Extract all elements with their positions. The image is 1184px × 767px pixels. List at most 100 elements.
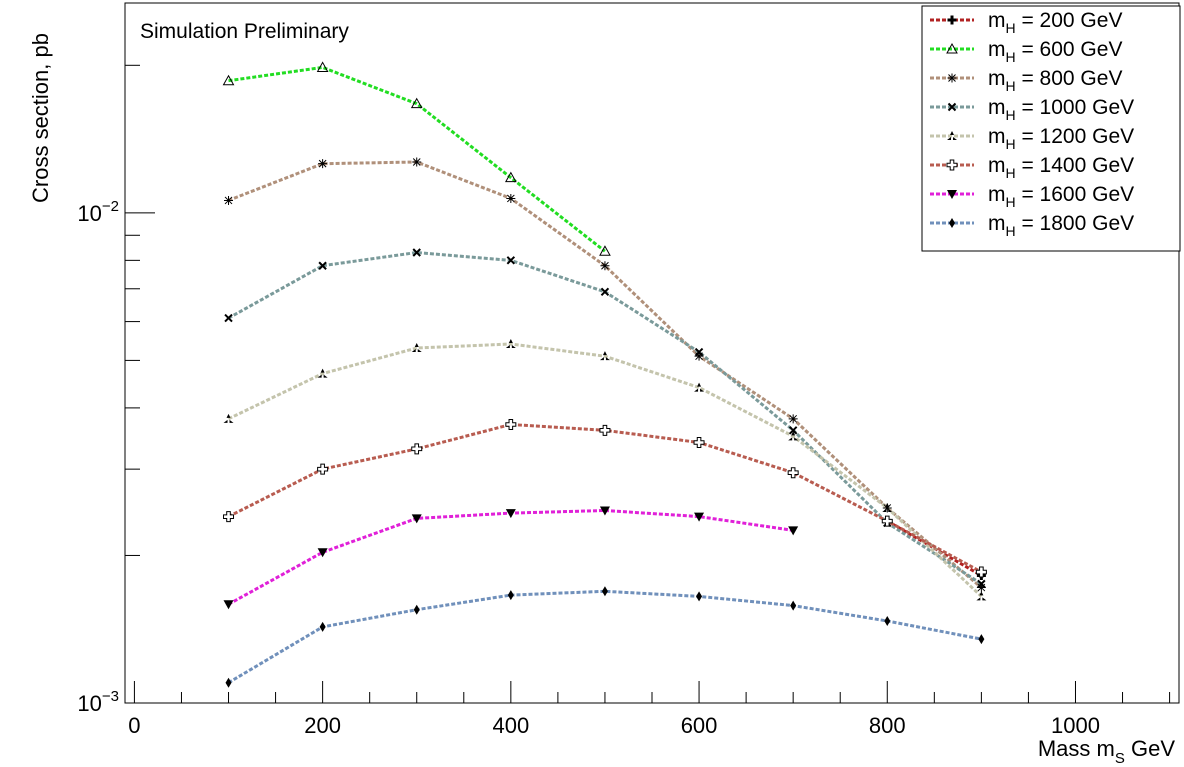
- legend-label-6: mH = 1400 GeV: [988, 154, 1134, 181]
- legend-entry-5: mH = 1200 GeV: [930, 125, 1134, 152]
- data-point-s7-3: [411, 514, 422, 524]
- data-point-s4-9: [977, 579, 986, 589]
- data-point-s5-5: [599, 351, 610, 361]
- data-point-s5-1: [223, 413, 234, 423]
- data-point-s8-4: [507, 590, 514, 601]
- x-tick-label-1000: 1000: [1051, 713, 1100, 738]
- data-point-s2-4: [504, 171, 517, 183]
- data-point-s3-7: [788, 414, 798, 424]
- legend-marker-6: [946, 159, 958, 171]
- data-point-s6-6: [693, 436, 705, 448]
- data-point-s6-1: [223, 511, 235, 523]
- legend-label-7: mH = 1600 GeV: [988, 183, 1134, 210]
- legend-label-1: mH = 200 GeV: [988, 9, 1122, 36]
- legend-entry-1: mH = 200 GeV: [930, 9, 1122, 36]
- data-point-s3-1: [224, 195, 234, 205]
- data-point-s3-8: [882, 503, 892, 513]
- data-point-s5-3: [411, 342, 422, 352]
- data-point-s4-7: [788, 426, 798, 435]
- legend-marker-8: [949, 218, 955, 228]
- data-point-s8-2: [319, 621, 326, 632]
- legend-entry-2: mH = 600 GeV: [930, 38, 1122, 65]
- data-point-s4-1: [224, 313, 233, 323]
- data-point-s3-3: [412, 157, 422, 167]
- data-point-s5-8: [882, 502, 893, 512]
- legend-label-4: mH = 1000 GeV: [988, 96, 1134, 123]
- series-line-4: [227, 250, 983, 586]
- series-line-5: [227, 342, 983, 598]
- legend-label-8: mH = 1800 GeV: [988, 212, 1134, 239]
- series-line-6: [227, 422, 983, 574]
- legend-entry-6: mH = 1400 GeV: [930, 154, 1134, 181]
- data-point-s6-5: [599, 424, 611, 436]
- series-line-8: [227, 589, 982, 684]
- data-point-s7-5: [599, 506, 610, 516]
- legend-entry-3: mH = 800 GeV: [930, 67, 1122, 94]
- data-point-s4-2: [318, 261, 327, 270]
- data-point-s4-3: [412, 248, 421, 257]
- data-point-s8-5: [601, 586, 608, 597]
- data-point-s8-8: [884, 615, 891, 626]
- y-tick-label-1: 10−2: [77, 198, 119, 226]
- data-point-s8-7: [790, 600, 797, 611]
- series-line-3: [227, 160, 983, 589]
- legend-entry-8: mH = 1800 GeV: [930, 212, 1134, 239]
- y-axis-label: Cross section, pb: [28, 33, 53, 203]
- legend-marker-4: [947, 102, 957, 112]
- data-point-s7-4: [505, 509, 516, 519]
- legend-entry-4: mH = 1000 GeV: [930, 96, 1134, 123]
- data-point-s4-6: [694, 347, 704, 357]
- data-point-s8-9: [978, 634, 985, 645]
- legend-marker-5: [947, 131, 957, 140]
- x-tick-label-600: 600: [681, 713, 718, 738]
- legend-label-5: mH = 1200 GeV: [988, 125, 1134, 152]
- data-point-s5-9: [976, 591, 987, 601]
- data-point-s3-4: [506, 193, 516, 203]
- data-point-s4-5: [600, 287, 610, 297]
- data-point-s7-6: [694, 512, 705, 522]
- data-point-s2-1: [222, 74, 235, 86]
- data-point-s8-6: [696, 591, 703, 602]
- x-tick-label-200: 200: [304, 713, 341, 738]
- data-point-s6-7: [787, 467, 799, 479]
- data-point-s3-2: [318, 159, 328, 169]
- data-point-s2-2: [316, 61, 329, 72]
- data-point-s5-2: [317, 368, 328, 378]
- data-point-s3-9: [976, 583, 986, 593]
- data-point-s6-9: [975, 566, 987, 578]
- data-point-s7-1: [223, 600, 234, 610]
- data-point-s6-2: [317, 463, 329, 475]
- x-tick-label-400: 400: [492, 713, 529, 738]
- legend-marker-2: [946, 42, 958, 54]
- data-point-s3-5: [600, 261, 610, 271]
- series-line-2: [228, 65, 606, 253]
- legend-label-2: mH = 600 GeV: [988, 38, 1122, 65]
- y-tick-label-2: 10−3: [77, 688, 119, 716]
- data-point-s6-4: [505, 418, 517, 430]
- data-point-s8-3: [413, 604, 420, 615]
- legend-marker-7: [947, 190, 957, 199]
- x-axis-label: Mass mS GeV: [1038, 736, 1175, 767]
- data-point-s5-7: [788, 431, 799, 441]
- legend-label-3: mH = 800 GeV: [988, 67, 1122, 94]
- data-point-s7-7: [788, 526, 799, 536]
- data-point-s3-6: [694, 351, 704, 361]
- legend-marker-3: [947, 73, 957, 83]
- x-tick-label-0: 0: [128, 713, 140, 738]
- data-point-s6-8: [881, 515, 893, 527]
- data-point-s4-4: [506, 256, 516, 265]
- legend-entry-7: mH = 1600 GeV: [930, 183, 1134, 210]
- legend-marker-1: [947, 15, 957, 25]
- data-point-s2-5: [599, 245, 611, 256]
- data-point-s6-3: [411, 443, 423, 455]
- simulation-preliminary-label: Simulation Preliminary: [140, 20, 349, 43]
- data-point-s7-2: [317, 548, 328, 558]
- data-point-s8-1: [225, 677, 232, 688]
- x-tick-label-800: 800: [869, 713, 906, 738]
- data-point-s5-4: [505, 339, 516, 349]
- legend-box: [921, 5, 1181, 252]
- data-point-s5-6: [694, 382, 705, 392]
- data-point-s2-3: [410, 97, 423, 109]
